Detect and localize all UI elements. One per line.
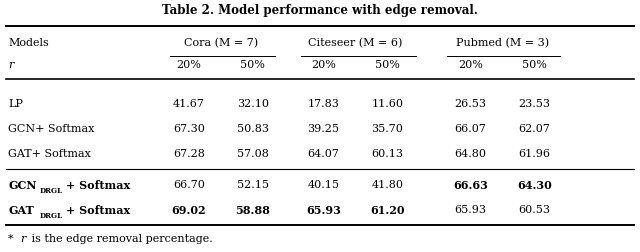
Text: 57.08: 57.08 xyxy=(237,149,269,159)
Text: 50%: 50% xyxy=(522,59,547,69)
Text: 52.15: 52.15 xyxy=(237,179,269,190)
Text: 41.67: 41.67 xyxy=(173,98,205,108)
Text: 66.70: 66.70 xyxy=(173,179,205,190)
Text: 60.13: 60.13 xyxy=(371,149,403,159)
Text: Pubmed (M = 3): Pubmed (M = 3) xyxy=(456,38,549,48)
Text: 50.83: 50.83 xyxy=(237,123,269,134)
Text: 65.93: 65.93 xyxy=(454,205,486,215)
Text: 66.63: 66.63 xyxy=(453,179,488,190)
Text: 17.83: 17.83 xyxy=(307,98,339,108)
Text: r: r xyxy=(20,233,25,243)
Text: + Softmax: + Softmax xyxy=(67,204,131,215)
Text: GCN+ Softmax: GCN+ Softmax xyxy=(8,123,95,134)
Text: 64.30: 64.30 xyxy=(517,179,552,190)
Text: Cora (M = 7): Cora (M = 7) xyxy=(184,38,258,48)
Text: 20%: 20% xyxy=(458,59,483,69)
Text: 60.53: 60.53 xyxy=(518,205,550,215)
Text: DRGL: DRGL xyxy=(40,211,63,219)
Text: 61.96: 61.96 xyxy=(518,149,550,159)
Text: *: * xyxy=(8,233,17,243)
Text: 11.60: 11.60 xyxy=(371,98,403,108)
Text: 35.70: 35.70 xyxy=(371,123,403,134)
Text: 23.53: 23.53 xyxy=(518,98,550,108)
Text: 20%: 20% xyxy=(177,59,201,69)
Text: 66.07: 66.07 xyxy=(454,123,486,134)
Text: 50%: 50% xyxy=(241,59,265,69)
Text: 32.10: 32.10 xyxy=(237,98,269,108)
Text: LP: LP xyxy=(8,98,23,108)
Text: 67.30: 67.30 xyxy=(173,123,205,134)
Text: is the edge removal percentage.: is the edge removal percentage. xyxy=(28,233,212,243)
Text: 67.28: 67.28 xyxy=(173,149,205,159)
Text: 61.20: 61.20 xyxy=(370,204,404,215)
Text: 41.80: 41.80 xyxy=(371,179,403,190)
Text: Citeseer (M = 6): Citeseer (M = 6) xyxy=(308,38,403,48)
Text: 69.02: 69.02 xyxy=(172,204,206,215)
Text: 62.07: 62.07 xyxy=(518,123,550,134)
Text: Models: Models xyxy=(8,38,49,48)
Text: 26.53: 26.53 xyxy=(454,98,486,108)
Text: Table 2. Model performance with edge removal.: Table 2. Model performance with edge rem… xyxy=(162,4,478,17)
Text: DRGL: DRGL xyxy=(40,186,63,194)
Text: r: r xyxy=(8,59,13,69)
Text: 65.93: 65.93 xyxy=(306,204,340,215)
Text: 58.88: 58.88 xyxy=(236,204,270,215)
Text: 64.07: 64.07 xyxy=(307,149,339,159)
Text: 39.25: 39.25 xyxy=(307,123,339,134)
Text: 64.80: 64.80 xyxy=(454,149,486,159)
Text: GCN: GCN xyxy=(8,179,37,190)
Text: + Softmax: + Softmax xyxy=(67,179,131,190)
Text: GAT+ Softmax: GAT+ Softmax xyxy=(8,149,91,159)
Text: GAT: GAT xyxy=(8,204,34,215)
Text: 50%: 50% xyxy=(375,59,399,69)
Text: 40.15: 40.15 xyxy=(307,179,339,190)
Text: 20%: 20% xyxy=(311,59,335,69)
